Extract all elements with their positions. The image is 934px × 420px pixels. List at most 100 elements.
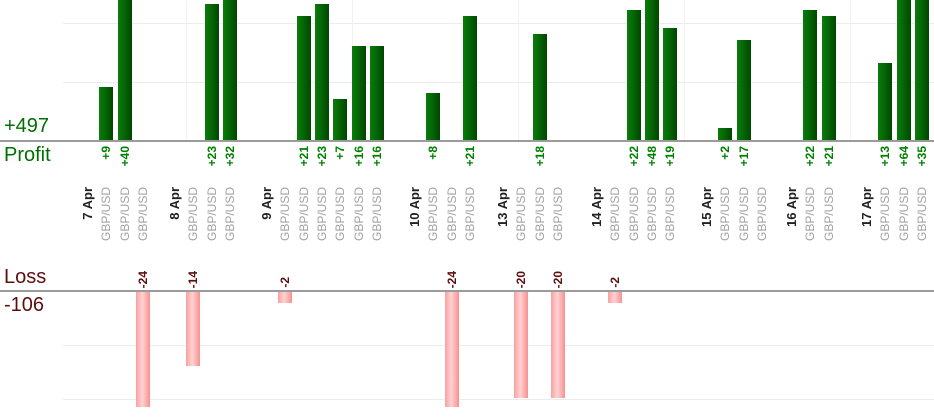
- symbol-label: GBP/USD: [754, 187, 769, 242]
- loss-axis-title: Loss: [4, 266, 47, 288]
- profit-bar-value: +19: [663, 146, 678, 167]
- date-label: 13 Apr: [495, 187, 510, 227]
- loss-bar: [278, 292, 293, 303]
- profit-bar: [626, 10, 641, 140]
- profit-bar-value: +8: [426, 146, 441, 160]
- profit-baseline: [0, 140, 934, 142]
- symbol-label: GBP/USD: [314, 187, 329, 242]
- profit-bar: [369, 46, 384, 140]
- profit-bar: [644, 0, 659, 140]
- profit-bar: [462, 16, 477, 140]
- profit-bar-value: +16: [369, 146, 384, 167]
- profit-bar: [314, 4, 329, 140]
- profit-bar: [803, 10, 818, 140]
- symbol-label: GBP/USD: [117, 187, 132, 242]
- symbol-label: GBP/USD: [803, 187, 818, 242]
- symbol-label: GBP/USD: [663, 187, 678, 242]
- profit-bar: [351, 46, 366, 140]
- gridline: [63, 399, 934, 400]
- profit-bar-value: +48: [644, 146, 659, 167]
- gridline-vertical: [850, 0, 851, 140]
- symbol-label: GBP/USD: [369, 187, 384, 242]
- profit-bar: [663, 28, 678, 140]
- profit-bar: [426, 93, 441, 140]
- gridline: [63, 82, 934, 83]
- profit-bar: [532, 34, 547, 140]
- symbol-label: GBP/USD: [626, 187, 641, 242]
- symbol-label: GBP/USD: [426, 187, 441, 242]
- date-label: 16 Apr: [784, 187, 799, 227]
- loss-bar: [135, 292, 150, 407]
- gridline: [63, 23, 934, 24]
- loss-bar-value: -24: [444, 270, 459, 288]
- profit-total: +497: [4, 115, 50, 137]
- profit-bar-value: +21: [296, 146, 311, 167]
- profit-bar-value: +64: [896, 146, 911, 167]
- profit-bar-value: +40: [117, 146, 132, 167]
- loss-bar-value: -20: [550, 270, 565, 288]
- symbol-label: GBP/USD: [351, 187, 366, 242]
- loss-baseline: [0, 290, 934, 292]
- profit-bar-value: +7: [333, 146, 348, 160]
- gridline-vertical: [684, 0, 685, 140]
- symbol-label: GBP/USD: [444, 187, 459, 242]
- symbol-label: GBP/USD: [644, 187, 659, 242]
- symbol-label: GBP/USD: [186, 187, 201, 242]
- profit-bar: [821, 16, 836, 140]
- date-label: 7 Apr: [80, 187, 95, 220]
- loss-bar-value: -14: [186, 270, 201, 288]
- symbol-label: GBP/USD: [222, 187, 237, 242]
- gridline: [63, 345, 934, 346]
- profit-bar-value: +13: [878, 146, 893, 167]
- profit-bar-value: +22: [626, 146, 641, 167]
- symbol-label: GBP/USD: [135, 187, 150, 242]
- symbol-label: GBP/USD: [878, 187, 893, 242]
- symbol-label: GBP/USD: [532, 187, 547, 242]
- loss-bar: [514, 292, 529, 398]
- profit-bar: [117, 0, 132, 140]
- loss-bar-value: -20: [514, 270, 529, 288]
- date-label: 17 Apr: [859, 187, 874, 227]
- loss-bar-value: -2: [608, 277, 623, 288]
- profit-bar: [718, 128, 733, 140]
- profit-bar-value: +22: [803, 146, 818, 167]
- symbol-label: GBP/USD: [736, 187, 751, 242]
- symbol-label: GBP/USD: [550, 187, 565, 242]
- profit-bar-value: +23: [204, 146, 219, 167]
- gridline-vertical: [518, 0, 519, 140]
- symbol-label: GBP/USD: [514, 187, 529, 242]
- loss-bar: [550, 292, 565, 398]
- symbol-label: GBP/USD: [821, 187, 836, 242]
- profit-bar: [99, 87, 114, 140]
- date-label: 9 Apr: [259, 187, 274, 220]
- gridline-vertical: [186, 0, 187, 140]
- symbol-label: GBP/USD: [296, 187, 311, 242]
- profit-bar: [896, 0, 911, 140]
- profit-bar: [736, 40, 751, 140]
- symbol-label: GBP/USD: [608, 187, 623, 242]
- symbol-label: GBP/USD: [462, 187, 477, 242]
- loss-bar: [444, 292, 459, 407]
- profit-bar-value: +17: [736, 146, 751, 167]
- profit-bar: [296, 16, 311, 140]
- profit-bar-value: +35: [914, 146, 929, 167]
- symbol-label: GBP/USD: [333, 187, 348, 242]
- date-label: 14 Apr: [589, 187, 604, 227]
- profit-bar-value: +23: [314, 146, 329, 167]
- profit-bar-value: +16: [351, 146, 366, 167]
- loss-bar-value: -24: [135, 270, 150, 288]
- loss-bar-value: -2: [278, 277, 293, 288]
- profit-bar: [204, 4, 219, 140]
- loss-bar: [608, 292, 623, 303]
- profit-bar-value: +21: [821, 146, 836, 167]
- profit-bar-value: +21: [462, 146, 477, 167]
- symbol-label: GBP/USD: [896, 187, 911, 242]
- profit-bar: [222, 0, 237, 140]
- loss-bar: [186, 292, 201, 366]
- symbol-label: GBP/USD: [99, 187, 114, 242]
- loss-total: -106: [4, 294, 45, 316]
- symbol-label: GBP/USD: [718, 187, 733, 242]
- profit-bar: [914, 0, 929, 140]
- date-label: 15 Apr: [699, 187, 714, 227]
